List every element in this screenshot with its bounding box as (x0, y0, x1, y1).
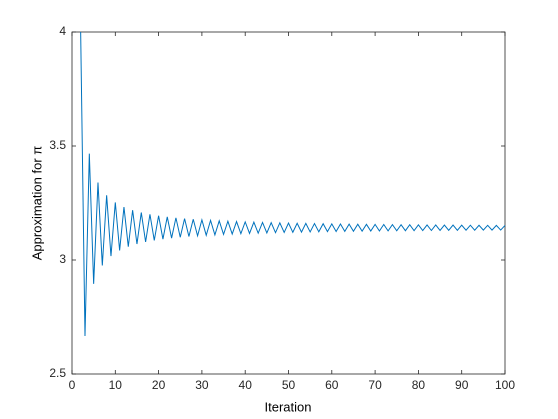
plot-box (71, 31, 506, 375)
x-tick-label: 10 (109, 378, 123, 392)
x-axis-label: Iteration (265, 399, 312, 414)
y-axis-label: Approximation for π (29, 146, 44, 260)
x-tick-label: 90 (455, 378, 469, 392)
data-line (80, 31, 506, 337)
y-tick-label: 4 (59, 24, 66, 38)
y-tick-label: 3.5 (49, 138, 66, 152)
y-tick-label: 2.5 (49, 366, 66, 380)
x-tick-label: 50 (282, 378, 296, 392)
x-tick-label: 0 (69, 378, 76, 392)
x-tick-label: 60 (325, 378, 339, 392)
x-tick-label: 70 (368, 378, 382, 392)
x-tick-label: 20 (152, 378, 166, 392)
y-tick-label: 3 (59, 252, 66, 266)
x-tick-label: 80 (412, 378, 426, 392)
x-tick-label: 40 (239, 378, 253, 392)
x-tick-label: 100 (495, 378, 515, 392)
x-tick-label: 30 (195, 378, 209, 392)
